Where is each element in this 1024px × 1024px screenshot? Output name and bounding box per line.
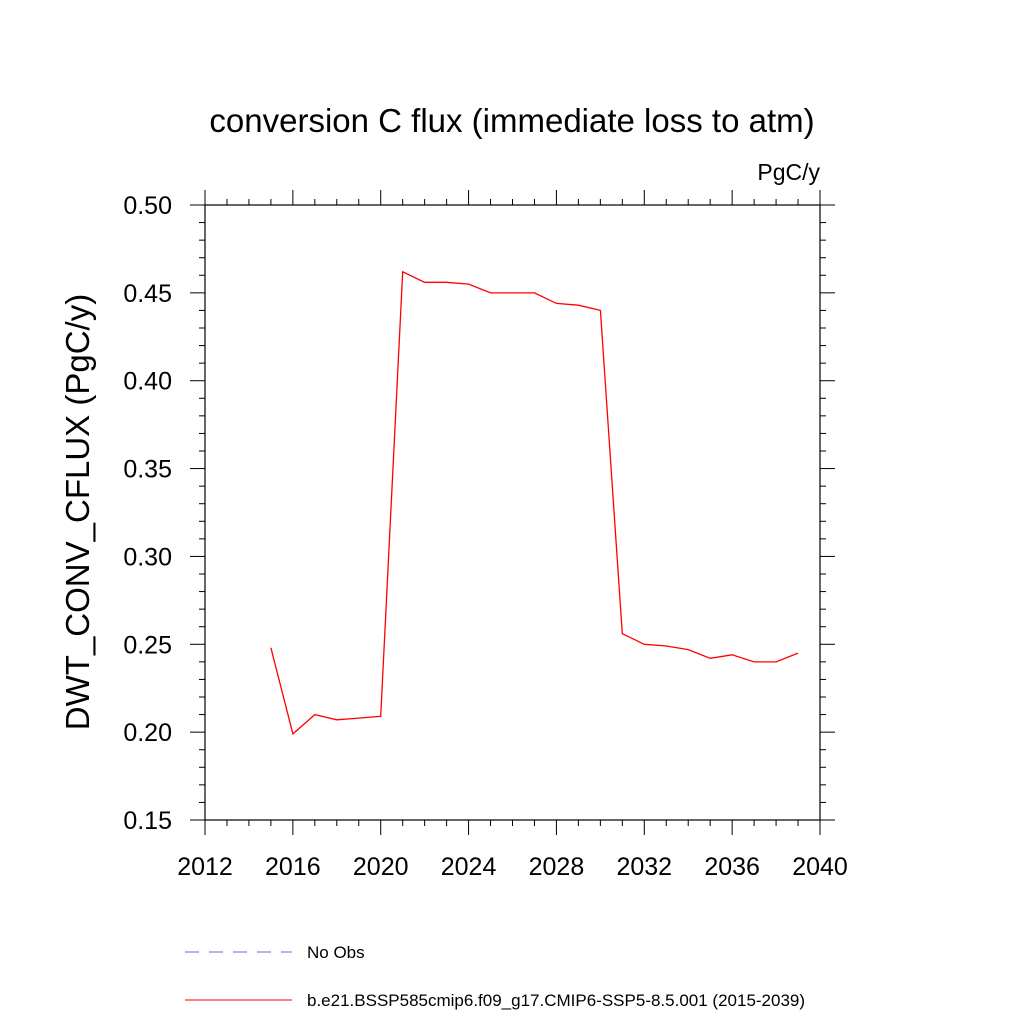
x-tick-label: 2032 — [616, 853, 672, 881]
y-tick-label: 0.20 — [123, 719, 172, 747]
x-tick-label: 2020 — [353, 853, 409, 881]
x-tick-label: 2024 — [441, 853, 497, 881]
y-tick-label: 0.15 — [123, 807, 172, 835]
x-tick-label: 2016 — [265, 853, 321, 881]
x-tick-label: 2040 — [792, 853, 848, 881]
plot-frame — [204, 204, 821, 821]
x-tick-label: 2012 — [177, 853, 233, 881]
axis-ticks — [190, 190, 835, 835]
y-tick-label: 0.35 — [123, 456, 172, 484]
tick-labels: 2012 2016 2020 2024 2028 2032 2036 2040 0.15 0.20… — [123, 192, 847, 881]
y-tick-label: 0.30 — [123, 543, 172, 571]
y-tick-label: 0.50 — [123, 192, 172, 220]
chart-title: conversion C flux (immediate loss to atm… — [209, 102, 814, 139]
y-tick-label: 0.25 — [123, 631, 172, 659]
series-line — [270, 270, 799, 736]
x-tick-label: 2036 — [704, 853, 760, 881]
y-tick-label: 0.40 — [123, 368, 172, 396]
legend: No Obs b.e21.BSSP585cmip6.f09_g17.CMIP6-S… — [185, 943, 805, 1010]
y-tick-label: 0.45 — [123, 280, 172, 308]
legend-label: No Obs — [307, 943, 365, 962]
y-axis-label: DWT_CONV_CFLUX (PgC/y) — [59, 294, 96, 730]
units-label: PgC/y — [757, 159, 820, 185]
legend-label: b.e21.BSSP585cmip6.f09_g17.CMIP6-SSP5-8.… — [307, 991, 805, 1010]
series-lines — [270, 270, 799, 736]
x-tick-label: 2028 — [529, 853, 585, 881]
